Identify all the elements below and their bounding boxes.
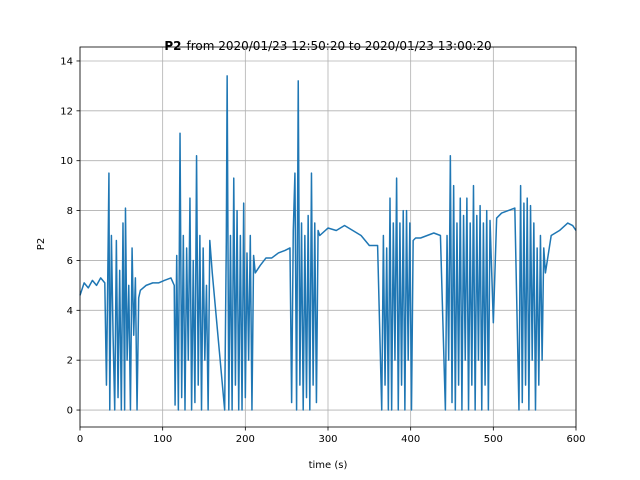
title-rest: from 2020/01/23 12:50:20 to 2020/01/23 1… <box>186 39 491 53</box>
y-axis-label: P2 <box>36 238 47 250</box>
y-tick-label: 2 <box>67 356 73 367</box>
y-tick-label: 10 <box>60 156 73 167</box>
chart-title: P2 from 2020/01/23 12:50:20 to 2020/01/23… <box>164 39 491 53</box>
data-line <box>79 75 577 411</box>
y-tick-label: 6 <box>67 256 73 267</box>
y-tick-label: 14 <box>60 56 73 67</box>
title-bold: P2 <box>164 39 181 53</box>
x-tick-label: 300 <box>318 434 337 445</box>
y-tick-label: 4 <box>67 306 73 317</box>
y-tick-label: 0 <box>67 406 73 417</box>
x-tick-label: 100 <box>153 434 172 445</box>
x-tick-label: 600 <box>566 434 585 445</box>
x-tick-label: 500 <box>484 434 503 445</box>
x-tick-label: 400 <box>401 434 420 445</box>
x-tick-label: 200 <box>236 434 255 445</box>
y-tick-label: 12 <box>60 106 73 117</box>
y-tick-label: 8 <box>67 206 73 217</box>
x-axis-label: time (s) <box>309 460 348 471</box>
x-tick-label: 0 <box>77 434 83 445</box>
plot-frame <box>79 46 577 428</box>
